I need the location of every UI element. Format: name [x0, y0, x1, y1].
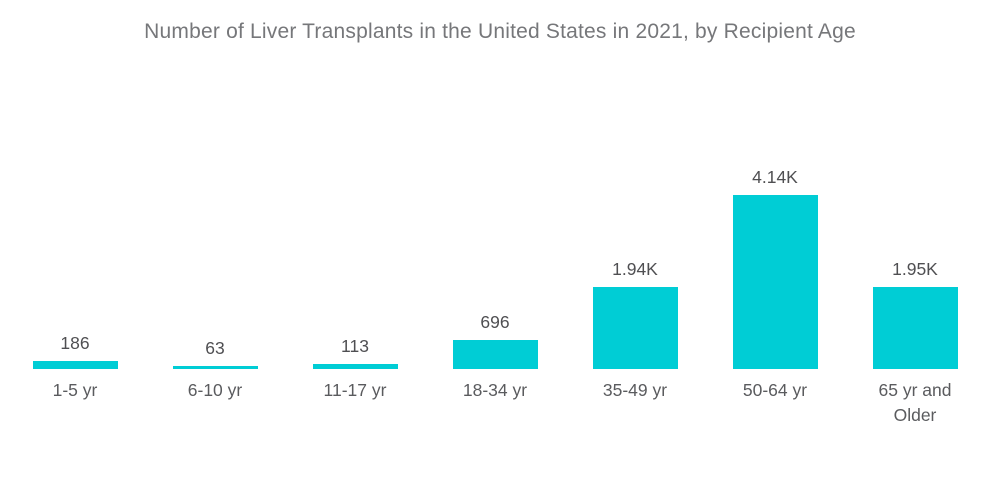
bar	[592, 287, 678, 369]
bar-column-lower: 35-49 yr	[575, 369, 695, 403]
bar-value-label: 696	[480, 312, 510, 332]
bar-chart: 186 1-5 yr 63 6-10 yr 113 11-17 yr 696 18-34 yr…	[5, 118, 985, 428]
bar-category-label: 11-17 yr	[323, 380, 387, 400]
bar	[172, 366, 258, 369]
bar-value-label: 63	[205, 338, 225, 358]
bar-value-label: 4.14K	[752, 167, 798, 187]
bar-column: 186 1-5 yr	[5, 118, 145, 428]
bar-category-label: 65 yr and Older	[878, 380, 952, 425]
bar	[732, 195, 818, 369]
bar-category-label: 50-64 yr	[742, 380, 808, 400]
bar-column-upper: 63	[145, 118, 285, 369]
bar-column-upper: 113	[285, 118, 425, 369]
bar-column-upper: 696	[425, 118, 565, 369]
bar-column-lower: 18-34 yr	[435, 369, 555, 403]
bar-column: 113 11-17 yr	[285, 118, 425, 428]
bar-column-lower: 1-5 yr	[15, 369, 135, 403]
bar	[872, 287, 958, 369]
bar-value-label: 1.95K	[892, 259, 938, 279]
bar-column-upper: 1.95K	[845, 118, 985, 369]
bar-column-upper: 1.94K	[565, 118, 705, 369]
bar-value-label: 113	[341, 336, 369, 356]
bar-category-label: 18-34 yr	[462, 380, 528, 400]
plot-area: 186 1-5 yr 63 6-10 yr 113 11-17 yr 696 18-34 yr…	[5, 118, 985, 428]
bar-category-label: 1-5 yr	[52, 380, 98, 400]
bar-column: 4.14K 50-64 yr	[705, 118, 845, 428]
bar-column-upper: 186	[5, 118, 145, 369]
bar-column-lower: 50-64 yr	[715, 369, 835, 403]
bar-column: 1.94K 35-49 yr	[565, 118, 705, 428]
chart-page: Number of Liver Transplants in the Unite…	[0, 18, 1000, 504]
chart-title: Number of Liver Transplants in the Unite…	[144, 20, 856, 43]
bar-column-lower: 6-10 yr	[155, 369, 275, 403]
bar-column: 63 6-10 yr	[145, 118, 285, 428]
bar-column: 696 18-34 yr	[425, 118, 565, 428]
bar	[452, 340, 538, 369]
bar	[32, 361, 118, 369]
bar	[312, 364, 398, 369]
bar-value-label: 1.94K	[612, 259, 658, 279]
bar-category-label: 6-10 yr	[187, 380, 243, 400]
bar-column: 1.95K 65 yr and Older	[845, 118, 985, 428]
bar-category-label: 35-49 yr	[602, 380, 668, 400]
bar-column-lower: 11-17 yr	[295, 369, 415, 403]
bar-column-lower: 65 yr and Older	[855, 369, 975, 428]
bar-value-label: 186	[60, 333, 90, 353]
bar-column-upper: 4.14K	[705, 118, 845, 369]
